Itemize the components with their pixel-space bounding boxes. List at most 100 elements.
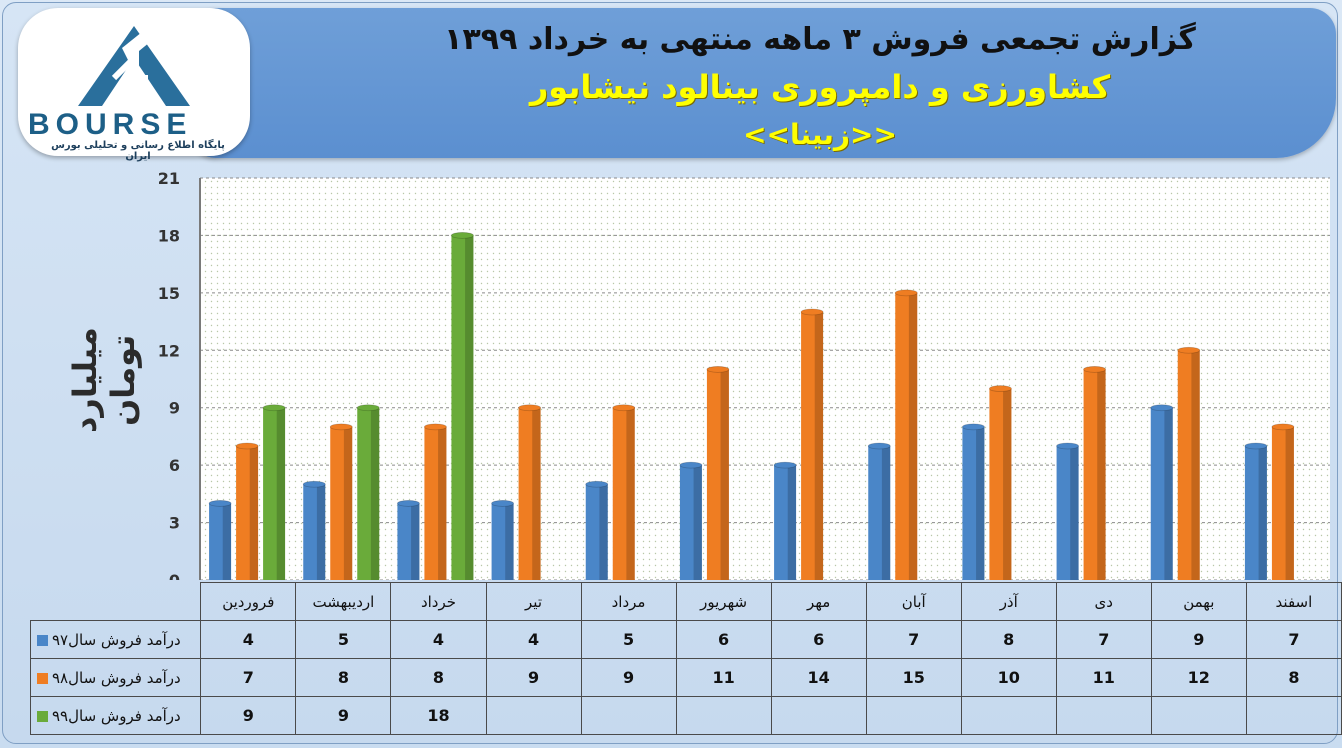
- data-label: 9: [200, 696, 297, 735]
- data-label: 9: [485, 658, 582, 697]
- x-tick-label: مرداد: [580, 582, 677, 621]
- x-tick-label: آذر: [960, 582, 1057, 621]
- data-label: 14: [770, 658, 867, 697]
- x-tick-label: اسفند: [1245, 582, 1342, 621]
- data-label: 8: [960, 620, 1057, 659]
- bar-cap: [867, 442, 891, 450]
- data-label: 6: [770, 620, 867, 659]
- bar-shade: [1003, 388, 1012, 580]
- bar-body: [330, 426, 353, 580]
- data-label: 4: [485, 620, 582, 659]
- data-label: [675, 696, 772, 735]
- data-label: 11: [675, 658, 772, 697]
- y-tick-label: 6: [169, 456, 180, 475]
- gridlines: [200, 177, 1330, 580]
- data-label: [485, 696, 582, 735]
- bar-shade: [908, 292, 918, 580]
- bourse24-logo: BOURSE پایگاه اطلاع رسانی و تحلیلی بورس …: [18, 8, 250, 162]
- bar-cap: [773, 461, 797, 469]
- bar-cap: [302, 480, 326, 488]
- bar-body: [1083, 369, 1106, 580]
- bar-cap: [989, 385, 1012, 392]
- bar-body: [397, 503, 420, 580]
- legend-swatch: [37, 672, 48, 684]
- ticker-symbol: <<زبینا>>: [743, 118, 897, 151]
- bar: [679, 461, 703, 580]
- bar: [1056, 442, 1079, 580]
- bar-cap: [679, 461, 703, 469]
- bar-body: [1244, 446, 1267, 580]
- title-banner: گزارش تجمعی فروش ۳ ماهه منتهی به خرداد ۱…: [190, 8, 1336, 158]
- bar-cap: [262, 404, 286, 412]
- bar-shade: [411, 503, 420, 580]
- y-tick-label: 3: [169, 514, 180, 533]
- bar-cap: [1271, 423, 1295, 431]
- data-label: 4: [390, 620, 487, 659]
- bar-shade: [1164, 407, 1173, 580]
- y-axis-ticks: 0 3 6 9 12 15 18 21: [158, 169, 201, 580]
- y-tick-label: 12: [158, 341, 180, 360]
- logo-mark-icon: [78, 26, 190, 106]
- series-name: درآمد فروش سال۹۸: [52, 668, 181, 687]
- bar: [1150, 404, 1174, 580]
- bar-shade: [438, 426, 447, 580]
- x-tick-label: فروردین: [200, 582, 297, 621]
- bar: [329, 423, 353, 580]
- data-label: [770, 696, 867, 735]
- legend-entry: درآمد فروش سال۹۸: [29, 658, 202, 697]
- bar: [800, 308, 824, 580]
- series-name: درآمد فروش سال۹۹: [52, 706, 181, 725]
- chart-title: گزارش تجمعی فروش ۳ ماهه منتهی به خرداد ۱…: [444, 22, 1196, 57]
- bar-shade: [626, 407, 635, 580]
- bar-cap: [356, 404, 380, 412]
- bar: [518, 404, 541, 580]
- data-table: فروردین اردیبهشت خرداد تیر مرداد شهریور مهر آبا…: [29, 582, 1342, 735]
- table-row: درآمد فروش سال۹۸ 7 8 8 9 9 11 14 15 10 11 12 8: [29, 658, 1342, 697]
- bar: [894, 289, 918, 580]
- legend-entry: درآمد فروش سال۹۹: [29, 696, 202, 735]
- bar-shade: [693, 465, 702, 580]
- x-tick-label: آبان: [865, 582, 962, 621]
- bar-shade: [599, 484, 608, 580]
- bar: [356, 404, 380, 580]
- bar-cap: [894, 289, 918, 297]
- data-label: 5: [295, 620, 392, 659]
- bar-shade: [787, 465, 797, 580]
- y-tick-label: 15: [158, 284, 180, 303]
- data-label: 8: [1245, 658, 1342, 697]
- bar-shade: [1097, 369, 1106, 580]
- y-tick-label: 9: [169, 399, 180, 418]
- bar-cap: [800, 308, 824, 316]
- table-row: درآمد فروش سال۹۹ 9 9 18: [29, 696, 1342, 735]
- logo-wordmark: BOURSE: [28, 108, 193, 141]
- bar-shade: [881, 446, 891, 580]
- bar-body: [357, 407, 380, 580]
- data-label: 6: [675, 620, 772, 659]
- bar-body: [491, 503, 514, 580]
- x-tick-label: مهر: [770, 582, 867, 621]
- bar-cap: [451, 232, 474, 239]
- bar-body: [895, 292, 918, 580]
- bar-cap: [1177, 346, 1201, 354]
- legend-swatch: [37, 634, 48, 646]
- bar-body: [236, 446, 259, 580]
- bar-body: [612, 407, 635, 580]
- bar: [424, 423, 447, 580]
- y-tick-label: 0: [169, 571, 180, 580]
- x-tick-label: دی: [1055, 582, 1152, 621]
- bar-cap: [962, 423, 985, 431]
- bar: [773, 461, 797, 580]
- bar: [612, 404, 636, 580]
- bar-chart: 0 3 6 9 12 15 18 21: [158, 169, 1330, 580]
- data-label: [580, 696, 677, 735]
- bar-body: [774, 465, 797, 580]
- bar-shade: [1285, 426, 1294, 580]
- data-label: 7: [1055, 620, 1152, 659]
- bar-body: [989, 388, 1012, 580]
- company-name: کشاورزی و دامپروری بینالود نیشابور: [529, 68, 1111, 106]
- data-label: [960, 696, 1057, 735]
- table-row: درآمد فروش سال۹۷ 4 5 4 4 5 6 6 7 8 7 9 7: [29, 620, 1342, 659]
- bar: [262, 404, 286, 580]
- legend-swatch: [37, 710, 48, 722]
- bar-cap: [329, 423, 353, 431]
